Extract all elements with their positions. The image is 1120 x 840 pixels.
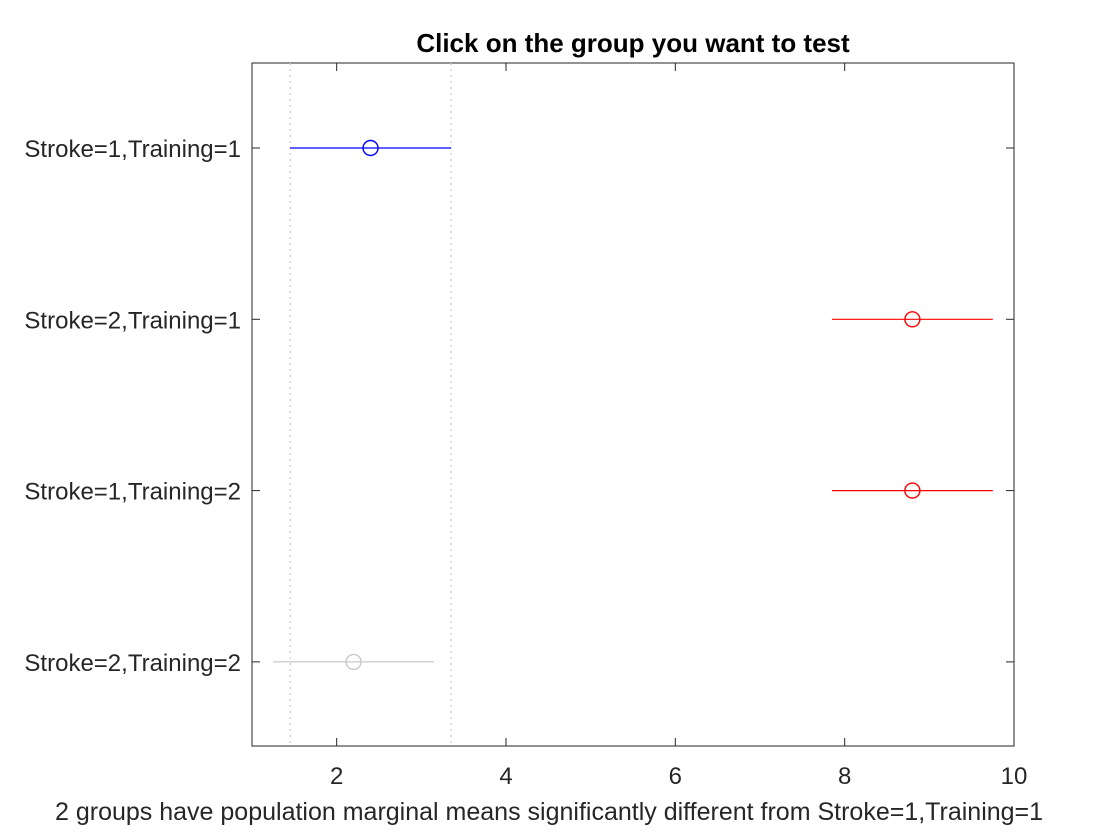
chart-title: Click on the group you want to test — [416, 28, 850, 58]
y-tick-label[interactable]: Stroke=1,Training=2 — [24, 479, 241, 506]
x-axis-label: 2 groups have population marginal means … — [55, 798, 1043, 826]
mean-marker-not-significant[interactable] — [345, 653, 362, 671]
y-tick-label[interactable]: Stroke=2,Training=2 — [24, 650, 241, 677]
x-tick-label: 10 — [1001, 763, 1028, 790]
mean-marker-selected[interactable] — [362, 139, 379, 157]
y-tick-label[interactable]: Stroke=2,Training=1 — [24, 307, 241, 334]
mean-marker-significant[interactable] — [904, 482, 921, 499]
y-axis: Stroke=1,Training=1 Stroke=2,Training=1 St… — [24, 136, 1014, 677]
x-tick-label: 2 — [330, 763, 343, 790]
mean-marker-significant[interactable] — [904, 311, 921, 328]
group-intervals — [273, 139, 993, 671]
y-tick-label[interactable]: Stroke=1,Training=1 — [24, 136, 241, 163]
plot-area — [251, 62, 1015, 747]
x-axis: 2 4 6 8 10 — [330, 63, 1027, 790]
x-tick-label: 6 — [669, 763, 682, 790]
x-tick-label: 8 — [838, 763, 851, 790]
x-tick-label: 4 — [499, 763, 512, 790]
